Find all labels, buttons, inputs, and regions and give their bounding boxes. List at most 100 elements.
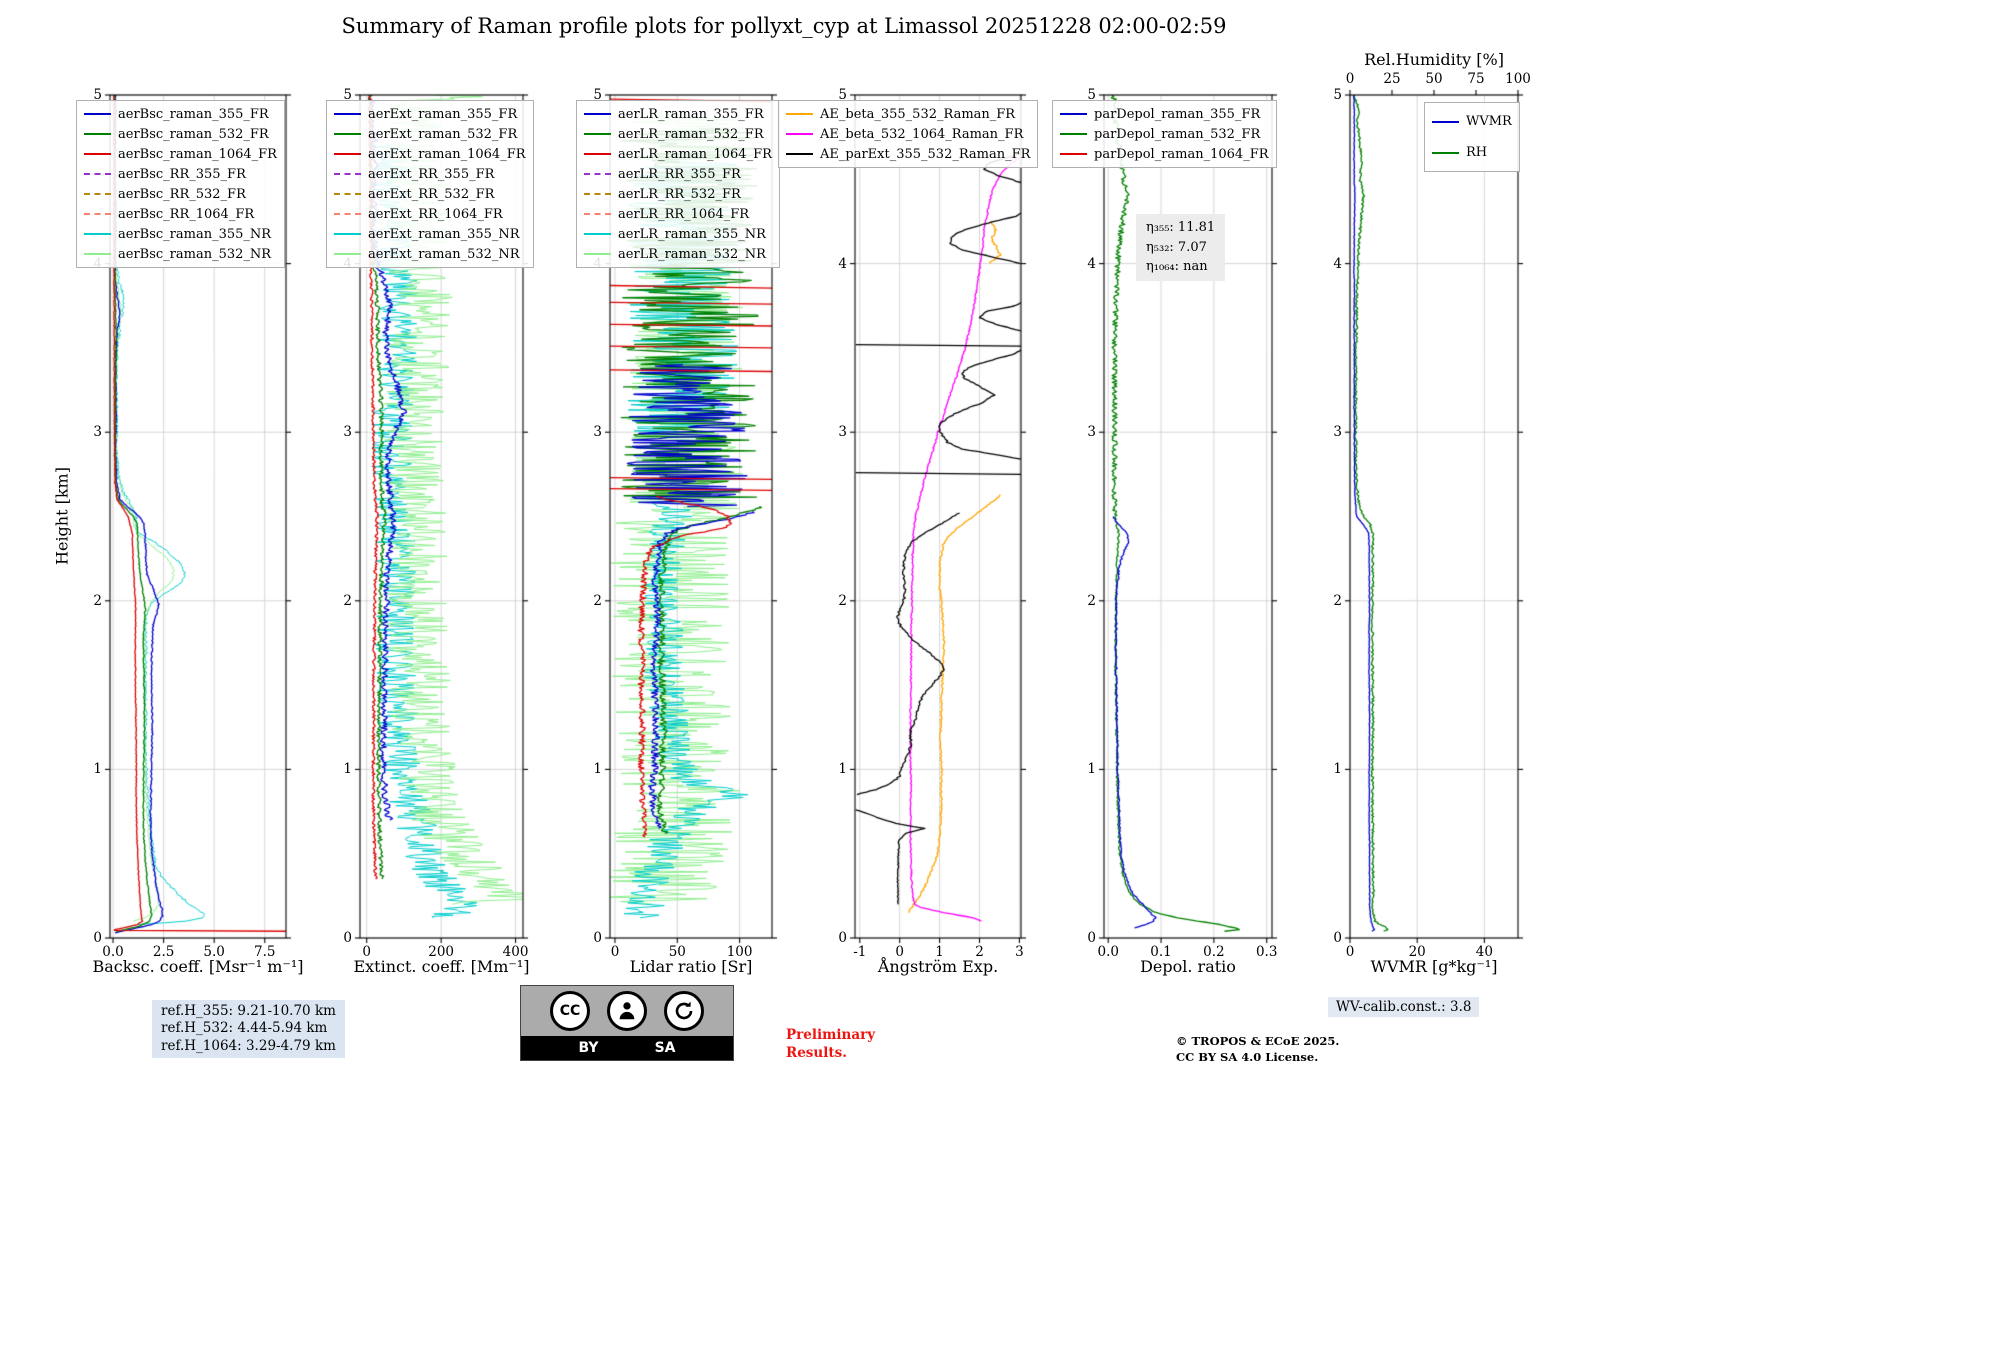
x-axis-label: Depol. ratio [1140, 957, 1236, 976]
y-tick-label: 2 [593, 592, 602, 609]
legend-line-sample [334, 113, 361, 115]
eta-annotation-line: η₁₀₆₄: nan [1146, 259, 1208, 274]
attribution-person-icon [607, 991, 647, 1031]
legend-item: aerBsc_raman_532_NR [84, 244, 277, 264]
legend-line-sample [584, 173, 611, 175]
x-tick-label: 0 [1345, 944, 1355, 960]
copyright-line-1: © TROPOS & ECoE 2025. [1176, 1034, 1340, 1048]
legend-line-sample [84, 193, 111, 195]
legend-item: aerExt_RR_1064_FR [334, 204, 526, 224]
legend-label: WVMR [1466, 114, 1512, 129]
legend-line-sample [84, 133, 111, 135]
eta-annotation-line: η₅₃₂: 7.07 [1146, 239, 1207, 255]
y-tick-label: 0 [343, 930, 352, 946]
legend-item: aerLR_raman_532_FR [584, 124, 772, 144]
cc-badge-labels: BY SA [521, 1036, 733, 1060]
x-tick-label: 100 [726, 944, 753, 960]
x-tick-label: 0.0 [102, 944, 124, 960]
legend-line-sample [334, 133, 361, 135]
y-axis-label: Height [km] [52, 467, 72, 565]
legend-item: aerLR_RR_355_FR [584, 164, 772, 184]
legend-label: aerExt_RR_532_FR [368, 186, 495, 202]
x-axis-label: Ångström Exp. [877, 957, 999, 976]
y-tick-label: 1 [593, 761, 602, 778]
legend-line-sample [84, 153, 111, 155]
y-tick-label: 2 [838, 592, 847, 609]
legend-label: aerExt_raman_1064_FR [368, 146, 526, 162]
legend-label: aerLR_raman_532_NR [618, 246, 766, 262]
legend-item: aerExt_raman_532_NR [334, 244, 526, 264]
legend-line-sample [84, 253, 111, 255]
legend-item: AE_parExt_355_532_Raman_FR [786, 144, 1030, 164]
y-tick-label: 3 [343, 424, 352, 441]
rh-tick-label: 50 [1425, 71, 1443, 87]
legend-item: aerExt_RR_355_FR [334, 164, 526, 184]
legend-item: parDepol_raman_1064_FR [1060, 144, 1269, 164]
legend-label: aerExt_raman_355_FR [368, 106, 518, 122]
preliminary-note: Preliminary Results. [786, 1027, 875, 1062]
legend-label: aerExt_raman_355_NR [368, 226, 520, 242]
y-tick-label: 2 [1087, 592, 1096, 609]
x-tick-label: 1 [935, 944, 944, 960]
y-tick-label: 3 [838, 424, 847, 441]
legend-item: aerLR_raman_355_NR [584, 224, 772, 244]
x-tick-label: 0 [610, 944, 620, 960]
legend-item: aerBsc_RR_532_FR [84, 184, 277, 204]
legend-line-sample [584, 213, 611, 215]
y-tick-label: 1 [1087, 761, 1096, 778]
x-axis-label: Lidar ratio [Sr] [629, 957, 753, 976]
y-tick-label: 0 [93, 930, 102, 946]
y-tick-label: 0 [1087, 930, 1096, 946]
legend-panel-6: WVMR RH [1424, 102, 1520, 172]
legend-item: aerBsc_raman_355_NR [84, 224, 277, 244]
legend-item: aerLR_RR_1064_FR [584, 204, 772, 224]
y-tick-label: 5 [1333, 87, 1342, 103]
legend-item: aerLR_raman_355_FR [584, 104, 772, 124]
legend-label: aerBsc_RR_355_FR [118, 166, 246, 182]
preliminary-line-1: Preliminary [786, 1027, 876, 1043]
ref-h-355: ref.H_355: 9.21-10.70 km [161, 1003, 336, 1019]
legend-item: aerBsc_RR_1064_FR [84, 204, 277, 224]
y-tick-label: 0 [1333, 930, 1342, 946]
legend-item: aerBsc_RR_355_FR [84, 164, 277, 184]
legend-label: AE_beta_355_532_Raman_FR [820, 106, 1016, 122]
x-tick-label: 0.3 [1255, 944, 1278, 960]
legend-item: aerLR_raman_1064_FR [584, 144, 772, 164]
legend-label: aerLR_raman_532_FR [618, 126, 764, 142]
y-tick-label: 1 [1333, 761, 1342, 778]
share-alike-arrow-icon [664, 991, 704, 1031]
legend-label: aerBsc_raman_1064_FR [118, 146, 277, 162]
legend-label: AE_parExt_355_532_Raman_FR [820, 146, 1031, 162]
rh-axis-label: Rel.Humidity [%] [1364, 50, 1504, 69]
legend-line-sample [84, 113, 111, 115]
legend-item: AE_beta_355_532_Raman_FR [786, 104, 1030, 124]
legend-label: aerBsc_raman_355_NR [118, 226, 272, 242]
legend-line-sample [1060, 153, 1087, 155]
legend-label: aerBsc_raman_532_NR [118, 246, 272, 262]
legend-item: RH [1432, 137, 1512, 168]
x-tick-label: -1 [853, 944, 867, 960]
x-axis-label: WVMR [g*kg⁻¹] [1370, 957, 1498, 976]
legend-line-sample [786, 133, 813, 135]
x-tick-label: 0.2 [1203, 944, 1225, 960]
legend-panel-1: aerBsc_raman_355_FR aerBsc_raman_532_FR ae… [76, 100, 285, 268]
x-tick-label: 400 [502, 944, 529, 960]
rh-tick-label: 25 [1383, 71, 1401, 87]
y-tick-label: 2 [93, 592, 102, 609]
legend-item: aerExt_raman_532_FR [334, 124, 526, 144]
legend-item: aerExt_RR_532_FR [334, 184, 526, 204]
legend-label: parDepol_raman_355_FR [1094, 106, 1261, 122]
legend-line-sample [584, 253, 611, 255]
legend-line-sample [84, 173, 111, 175]
x-tick-label: 2 [975, 944, 984, 960]
legend-line-sample [786, 153, 813, 155]
ref-h-532: ref.H_532: 4.44-5.94 km [161, 1020, 328, 1037]
legend-item: aerLR_RR_532_FR [584, 184, 772, 204]
legend-label: aerExt_raman_532_FR [368, 126, 518, 142]
x-tick-label: 0.1 [1150, 944, 1172, 960]
legend-line-sample [84, 213, 111, 215]
x-axis-label: Extinct. coeff. [Mm⁻¹] [353, 957, 530, 976]
legend-panel-3: aerLR_raman_355_FR aerLR_raman_532_FR aerL… [576, 100, 780, 268]
ref-h-1064: ref.H_1064: 3.29-4.79 km [161, 1037, 336, 1054]
